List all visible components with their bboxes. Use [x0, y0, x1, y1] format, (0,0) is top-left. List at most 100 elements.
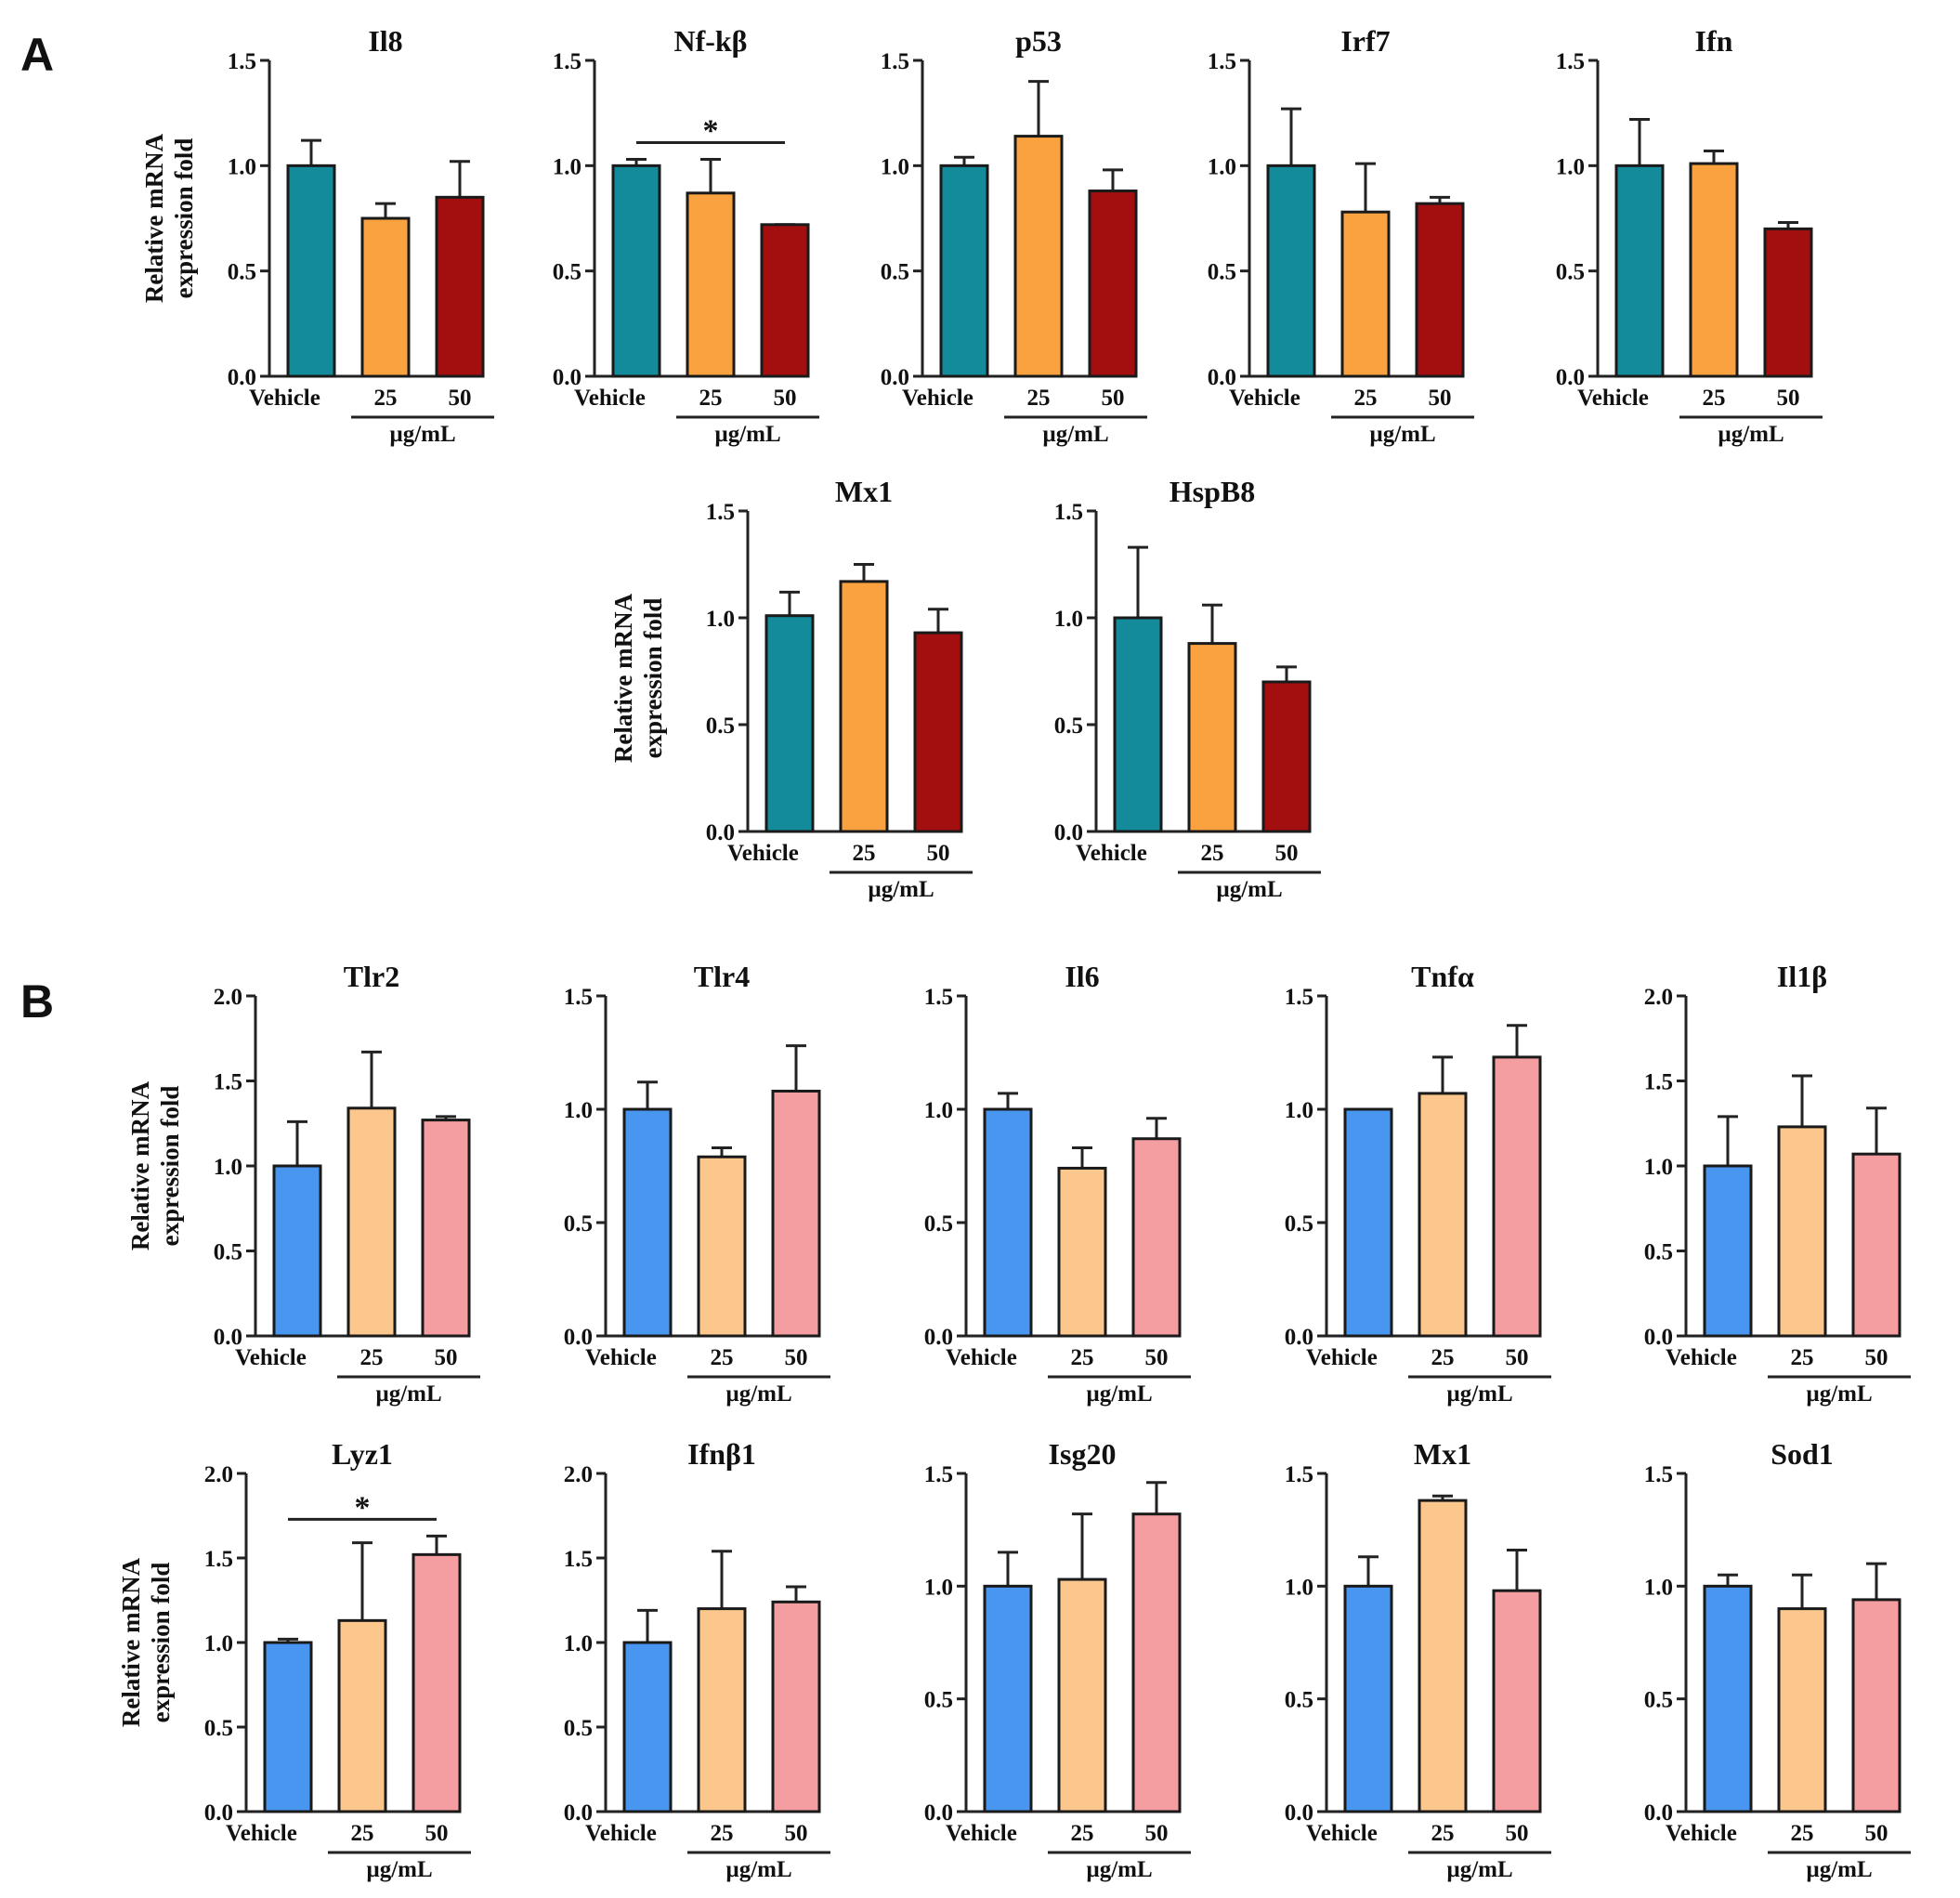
y-tick-label: 1.5: [706, 500, 735, 525]
bar-vehicle: [939, 164, 989, 378]
chart-b-10: Tnfα 0.0 0.5 1.0 1.5 Vehicle 25 50 µg/mL: [1285, 960, 1551, 1407]
unit-label: µg/mL: [1718, 422, 1784, 447]
y-tick-label: 0.5: [204, 1716, 233, 1741]
unit-label: µg/mL: [1806, 1857, 1872, 1882]
y-tick-label: 0.0: [1644, 1800, 1673, 1826]
y-tick-label: 1.5: [214, 1070, 242, 1095]
y-tick-label: 1.0: [564, 1098, 593, 1123]
chart-b-7: Tlr2 0.0 0.5 1.0 1.5 2.0 Vehicle 25 50 µg/mL: [214, 960, 480, 1407]
category-label-vehicle: Vehicle: [1666, 1345, 1737, 1370]
category-label-25: 25: [360, 1345, 384, 1370]
chart-b-11: Il1β 0.0 0.5 1.0 1.5 2.0 Vehicle 25 50 µg/mL: [1644, 960, 1911, 1407]
category-label-vehicle: Vehicle: [1076, 841, 1147, 866]
y-tick-label: 0.0: [706, 820, 735, 845]
chart-title: Il6: [1065, 960, 1099, 993]
y-tick-label: 0.5: [881, 260, 909, 285]
y-tick-label: 0.5: [1054, 713, 1083, 739]
y-tick-label: 1.5: [1556, 49, 1585, 74]
bar-25: [686, 191, 736, 378]
category-label-vehicle: Vehicle: [1306, 1821, 1378, 1846]
y-tick-label: 1.0: [1556, 154, 1585, 179]
y-tick-label: 1.5: [564, 985, 593, 1010]
chart-title: p53: [1015, 24, 1062, 58]
unit-label: µg/mL: [1446, 1857, 1512, 1882]
category-label-25: 25: [699, 386, 723, 411]
bar-50: [1261, 680, 1312, 833]
category-label-25: 25: [1703, 386, 1726, 411]
y-tick-label: 2.0: [564, 1462, 593, 1487]
category-label-25: 25: [1431, 1821, 1455, 1846]
y-axis-label-line1: Relative mRNA: [609, 593, 637, 763]
unit-label: µg/mL: [725, 1857, 791, 1882]
bar-25: [1340, 210, 1391, 378]
unit-label: µg/mL: [1086, 1857, 1152, 1882]
y-tick-label: 0.5: [1556, 260, 1585, 285]
bar-50: [412, 1552, 462, 1813]
y-tick-label: 0.0: [564, 1800, 593, 1826]
chart-title: Tlr4: [694, 960, 750, 993]
panel-label-b: B: [20, 975, 54, 1028]
bar-25: [360, 216, 411, 378]
bar-25: [1777, 1607, 1827, 1813]
category-label-50: 50: [774, 386, 797, 411]
chart-title: Mx1: [835, 475, 893, 508]
bar-vehicle: [983, 1107, 1033, 1338]
y-tick-label: 1.5: [553, 49, 581, 74]
bar-50: [1851, 1152, 1901, 1338]
bar-50: [771, 1600, 821, 1813]
y-tick-label: 0.0: [1054, 820, 1083, 845]
y-tick-label: 0.0: [204, 1800, 233, 1826]
category-label-50: 50: [449, 386, 472, 411]
bar-50: [1415, 202, 1465, 378]
y-tick-label: 1.5: [1644, 1462, 1673, 1487]
y-axis-label-line1: Relative mRNA: [126, 1080, 154, 1250]
chart-b-12: Lyz1 0.0 0.5 1.0 1.5 2.0 Vehicle 25 50 µg/mL *: [204, 1437, 471, 1882]
unit-label: µg/mL: [1806, 1381, 1872, 1407]
category-label-50: 50: [1865, 1821, 1888, 1846]
y-tick-label: 0.5: [1644, 1240, 1673, 1265]
bar-50: [1492, 1055, 1542, 1338]
y-axis-label: Relative mRNAexpression fold: [126, 1080, 184, 1250]
bar-vehicle: [1113, 616, 1163, 833]
chart-a-0: Il8 0.0 0.5 1.0 1.5 Vehicle 25 50 µg/mL: [228, 24, 494, 447]
bar-vehicle: [611, 164, 661, 378]
unit-label: µg/mL: [725, 1381, 791, 1407]
bar-25: [1057, 1577, 1107, 1813]
bar-vehicle: [1703, 1584, 1753, 1813]
y-tick-label: 0.5: [214, 1240, 242, 1265]
chart-a-2: p53 0.0 0.5 1.0 1.5 Vehicle 25 50 µg/mL: [881, 24, 1147, 447]
chart-a-1: Nf-kβ 0.0 0.5 1.0 1.5 Vehicle 25 50 µg/mL *: [553, 24, 819, 447]
y-tick-label: 0.5: [1644, 1688, 1673, 1713]
chart-title: Sod1: [1771, 1437, 1834, 1471]
chart-b-9: Il6 0.0 0.5 1.0 1.5 Vehicle 25 50 µg/mL: [924, 960, 1191, 1407]
category-label-vehicle: Vehicle: [226, 1821, 297, 1846]
y-tick-label: 1.5: [1644, 1070, 1673, 1095]
y-tick-label: 1.5: [1285, 985, 1313, 1010]
chart-b-14: Isg20 0.0 0.5 1.0 1.5 Vehicle 25 50 µg/mL: [924, 1437, 1191, 1882]
chart-title: Lyz1: [332, 1437, 393, 1471]
y-axis-label-line2: expression fold: [147, 1563, 175, 1723]
category-label-25: 25: [374, 386, 398, 411]
y-tick-label: 1.5: [1208, 49, 1236, 74]
bar-vehicle: [1614, 164, 1665, 378]
bar-25: [1689, 162, 1739, 378]
y-axis-label-line2: expression fold: [156, 1086, 184, 1247]
category-label-25: 25: [351, 1821, 374, 1846]
bar-vehicle: [983, 1584, 1033, 1813]
bar-25: [697, 1607, 747, 1813]
category-label-vehicle: Vehicle: [727, 841, 799, 866]
category-label-25: 25: [1791, 1821, 1814, 1846]
bar-50: [421, 1119, 471, 1338]
y-tick-label: 0.0: [1556, 365, 1585, 390]
bar-50: [760, 223, 810, 378]
y-tick-label: 1.0: [1644, 1575, 1673, 1600]
unit-label: µg/mL: [714, 422, 780, 447]
unit-label: µg/mL: [1446, 1381, 1512, 1407]
category-label-50: 50: [425, 1821, 449, 1846]
y-tick-label: 0.5: [924, 1688, 953, 1713]
chart-a-6: HspB8 0.0 0.5 1.0 1.5 Vehicle 25 50 µg/mL: [1054, 475, 1321, 902]
category-label-vehicle: Vehicle: [946, 1821, 1017, 1846]
category-label-25: 25: [711, 1821, 734, 1846]
category-label-50: 50: [1506, 1821, 1529, 1846]
chart-a-4: Ifn 0.0 0.5 1.0 1.5 Vehicle 25 50 µg/mL: [1556, 24, 1823, 447]
